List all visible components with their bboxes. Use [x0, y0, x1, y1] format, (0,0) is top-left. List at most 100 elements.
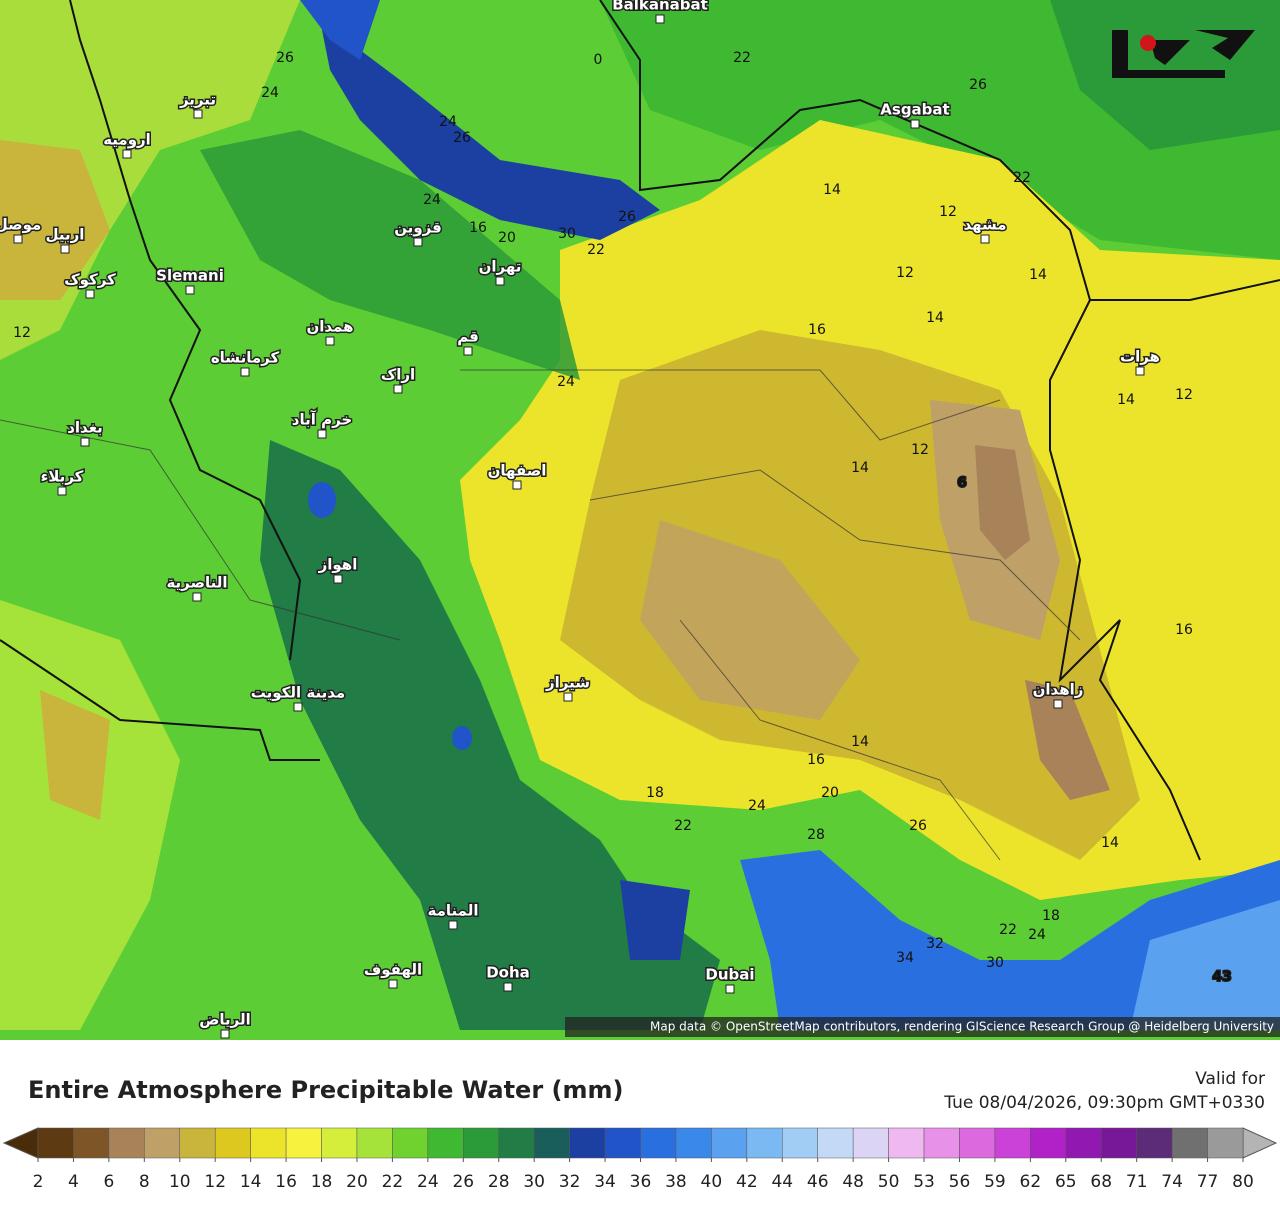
city-label: Asgabat [880, 101, 949, 119]
borders [0, 0, 1280, 861]
city-label: قزوین [394, 219, 442, 237]
contour-label: 12 [939, 204, 957, 220]
colorbar-segment [1030, 1127, 1067, 1159]
city-marker [503, 982, 513, 992]
city-label: Doha [486, 964, 530, 982]
contour-label: 22 [674, 818, 692, 834]
city-label: اراک [381, 366, 415, 384]
colorbar-tick-label: 46 [807, 1172, 829, 1192]
colorbar-tick-label: 80 [1232, 1172, 1254, 1192]
colorbar-segment [994, 1127, 1031, 1159]
contour-label: 22 [1013, 170, 1031, 186]
city-label: کربلاء [41, 468, 84, 486]
city-label: Slemani [156, 267, 224, 285]
wet-spot [452, 726, 472, 750]
city-marker [725, 984, 735, 994]
contour-label: 14 [926, 310, 944, 326]
contour-label: 16 [807, 752, 825, 768]
colorbar-tick-label: 44 [771, 1172, 793, 1192]
city-marker [563, 692, 573, 702]
city-label: کرکوک [64, 271, 116, 289]
contour-label: 22 [587, 242, 605, 258]
colorbar-tick-label: 40 [701, 1172, 723, 1192]
contour-label: 12 [911, 442, 929, 458]
dry-zone [640, 520, 860, 720]
colorbar-tick-label: 14 [240, 1172, 262, 1192]
colorbar-segment [321, 1127, 358, 1159]
colorbar-segment [356, 1127, 393, 1159]
colorbar-tick-label: 48 [842, 1172, 864, 1192]
contour-label: 20 [498, 230, 516, 246]
city-marker [393, 384, 403, 394]
city-label: خرم آباد [292, 411, 352, 429]
contour-label: 24 [1028, 927, 1046, 943]
city-marker [185, 285, 195, 295]
city-marker [240, 367, 250, 377]
wet-zone [200, 130, 580, 380]
dry-zone [975, 445, 1030, 560]
colorbar-tick-label: 59 [984, 1172, 1006, 1192]
attribution: Map data © OpenStreetMap contributors, r… [650, 1020, 1274, 1034]
colorbar-tick-label: 53 [913, 1172, 935, 1192]
contour-label: 12 [13, 325, 31, 341]
contour-label: 14 [1117, 392, 1135, 408]
colorbar-under [2, 1127, 39, 1159]
colorbar-segment [640, 1127, 677, 1159]
colorbar-tick-label: 18 [311, 1172, 333, 1192]
colorbar-segment [498, 1127, 535, 1159]
colorbar-segment [73, 1127, 110, 1159]
city-marker [1053, 699, 1063, 709]
city-label: تهران [479, 258, 522, 276]
colorbar-segment [675, 1127, 712, 1159]
colorbar-segment [959, 1127, 996, 1159]
contour-label: 14 [851, 460, 869, 476]
city-label: Dubai [705, 966, 754, 984]
contour-label: 24 [439, 114, 457, 130]
colorbar-tick-label: 6 [103, 1172, 114, 1192]
city-label: ارومیه [103, 131, 151, 149]
contour-label: 24 [261, 85, 279, 101]
colorbar-tick-label: 16 [275, 1172, 297, 1192]
contour-label: 26 [618, 209, 636, 225]
colorbar-tick-label: 4 [68, 1172, 79, 1192]
city-label: شیراز [545, 674, 590, 692]
colorbar-segment [144, 1127, 181, 1159]
colorbar-segment [1136, 1127, 1173, 1159]
city-label: همدان [306, 318, 353, 336]
contour-label: 24 [557, 374, 575, 390]
wet-spot [308, 482, 336, 518]
city-marker [980, 234, 990, 244]
province-borders [0, 369, 1081, 861]
colorbar-segment [392, 1127, 429, 1159]
city-label: مشهد [963, 216, 1006, 234]
contour-label: 16 [1175, 622, 1193, 638]
colorbar-segment [817, 1127, 854, 1159]
contour-label: 14 [1029, 267, 1047, 283]
colorbar-tick-label: 42 [736, 1172, 758, 1192]
zone [40, 690, 110, 820]
colorbar-segment [569, 1127, 606, 1159]
contour-label: 6 [957, 475, 967, 491]
colorbar-tick-label: 36 [630, 1172, 652, 1192]
contour-label: 0 [594, 52, 603, 68]
colorbar-segment [746, 1127, 783, 1159]
city-label: الهفوف [364, 961, 422, 979]
contour-label: 24 [748, 798, 766, 814]
colorbar-tick-label: 77 [1197, 1172, 1219, 1192]
colorbar-over [1242, 1127, 1278, 1159]
colorbar-segment [782, 1127, 818, 1159]
caspian-sea [300, 0, 380, 60]
contour-label: 30 [558, 226, 576, 242]
legend: Entire Atmosphere Precipitable Water (mm… [2, 1069, 1278, 1192]
city-label: Balkanabat [612, 0, 708, 14]
city-marker [122, 149, 132, 159]
colorbar-tick-label: 2 [33, 1172, 44, 1192]
colorbar-segment [1207, 1127, 1244, 1159]
colorbar-tick-label: 68 [1090, 1172, 1112, 1192]
contour-label: 20 [821, 785, 839, 801]
colorbar-segment [711, 1127, 748, 1159]
colorbar-tick-label: 28 [488, 1172, 510, 1192]
city-marker [80, 437, 90, 447]
city-label: کرمانشاه [211, 349, 280, 367]
